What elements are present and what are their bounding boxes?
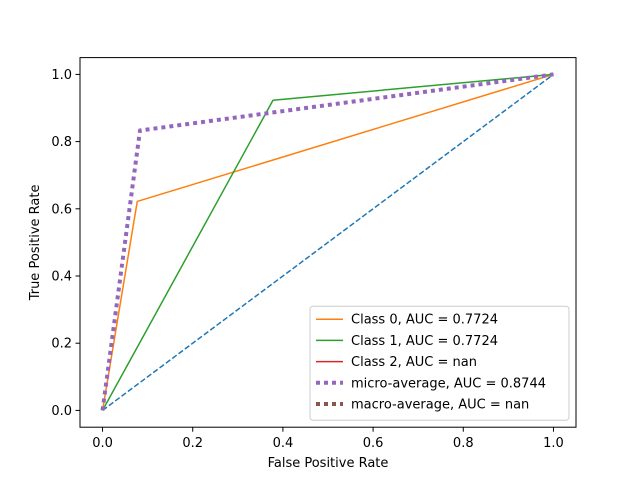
y-tick-label: 0.6 xyxy=(51,202,72,217)
y-tick-label: 0.0 xyxy=(51,404,72,419)
y-tick-label: 0.2 xyxy=(51,337,72,352)
legend-label: micro-average, AUC = 0.8744 xyxy=(351,376,546,391)
tick-group: 0.0 0.2 0.4 0.6 0.8 1.0 0.0 0.2 0.4 0.6 0.8 1.0 xyxy=(51,68,563,451)
x-tick-label: 1.0 xyxy=(543,436,564,451)
plot-area xyxy=(100,72,554,412)
series-line-3 xyxy=(100,72,554,411)
series-line-1 xyxy=(101,73,554,411)
legend-box xyxy=(309,305,570,421)
legend: Class 0, AUC = 0.7724 Class 1, AUC = 0.77… xyxy=(309,305,570,421)
x-tick-label: 0.4 xyxy=(273,436,294,451)
legend-label: macro-average, AUC = nan xyxy=(351,398,529,413)
series-line-0 xyxy=(101,73,554,411)
x-tick-label: 0.2 xyxy=(182,436,203,451)
legend-label: Class 2, AUC = nan xyxy=(351,355,477,370)
axes-frame xyxy=(79,57,577,428)
chance-line xyxy=(102,73,554,412)
y-tick-label: 0.4 xyxy=(51,270,72,285)
legend-label: Class 1, AUC = 0.7724 xyxy=(351,334,498,349)
legend-label: Class 0, AUC = 0.7724 xyxy=(351,313,498,328)
y-axis-label: True Positive Rate xyxy=(28,184,43,301)
y-tick-label: 1.0 xyxy=(51,68,72,83)
y-tick-label: 0.8 xyxy=(51,135,72,150)
x-tick-label: 0.8 xyxy=(453,436,474,451)
x-axis-label: False Positive Rate xyxy=(268,456,389,471)
x-tick-label: 0.0 xyxy=(92,436,113,451)
x-tick-label: 0.6 xyxy=(363,436,384,451)
